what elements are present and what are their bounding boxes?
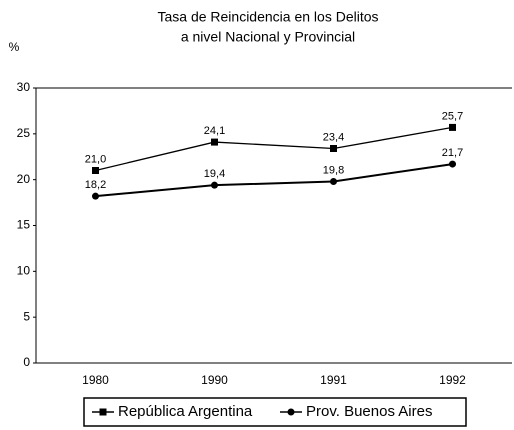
- data-label: 21,0: [85, 153, 106, 165]
- data-label: 23,4: [323, 131, 344, 143]
- marker: [330, 145, 337, 152]
- y-tick-label: 25: [17, 126, 31, 140]
- series-line: [95, 163, 453, 198]
- legend-box: [83, 397, 467, 427]
- marker: [211, 181, 218, 189]
- x-tick-label: 1991: [320, 373, 347, 387]
- legend-label: República Argentina: [118, 403, 253, 420]
- data-label: 25,7: [442, 110, 463, 122]
- y-tick-label: 5: [23, 309, 30, 323]
- data-label: 21,7: [442, 147, 463, 159]
- chart-title: Tasa de Reincidencia en los Delitos: [157, 9, 378, 25]
- y-tick-label: 15: [17, 218, 31, 232]
- y-tick-label: 20: [17, 172, 31, 186]
- marker: [92, 167, 99, 174]
- data-label: 24,1: [204, 125, 225, 137]
- marker: [449, 123, 456, 131]
- marker: [99, 408, 107, 416]
- chart-title: a nivel Nacional y Provincial: [181, 29, 355, 45]
- x-tick-label: 1992: [439, 373, 466, 387]
- y-tick-label: 30: [17, 80, 31, 94]
- marker: [287, 408, 295, 416]
- marker: [211, 138, 218, 146]
- y-tick-label: 0: [23, 355, 30, 369]
- marker: [330, 178, 337, 185]
- legend-label: Prov. Buenos Aires: [306, 403, 432, 420]
- data-label: 19,8: [323, 164, 344, 176]
- series-line: [95, 126, 453, 172]
- x-tick-label: 1980: [82, 373, 109, 387]
- data-label: 18,2: [85, 179, 106, 191]
- y-axis-label: %: [9, 40, 20, 54]
- marker: [92, 192, 99, 200]
- y-tick-label: 10: [17, 264, 31, 278]
- x-tick-label: 1990: [201, 373, 228, 387]
- marker: [449, 160, 456, 168]
- data-label: 19,4: [204, 168, 225, 180]
